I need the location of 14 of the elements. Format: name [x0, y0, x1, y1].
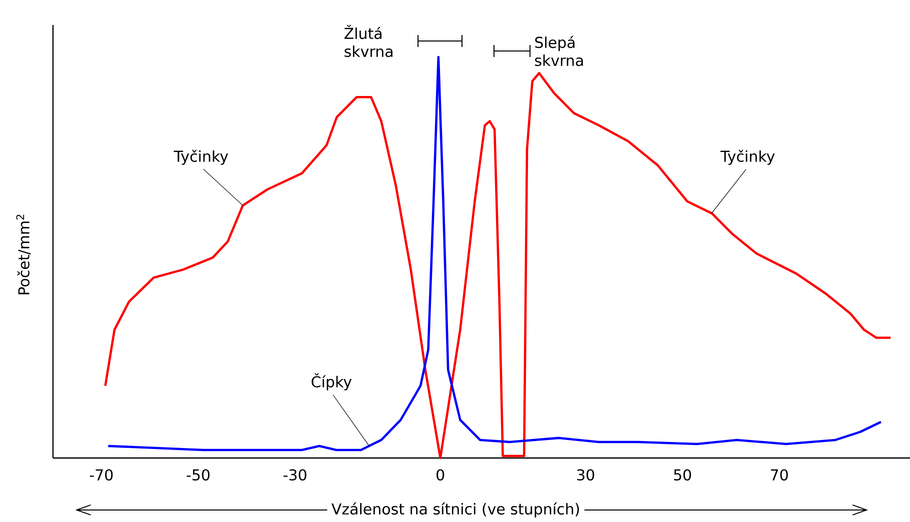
- x-tick-label: 50: [674, 469, 691, 481]
- annotation: Žlutá skvrna: [344, 24, 392, 58]
- x-tick-label: 30: [577, 469, 594, 481]
- x-tick-label: -50: [186, 469, 210, 481]
- x-tick-label: -70: [90, 469, 113, 481]
- annotation: Tyčinky: [720, 150, 775, 165]
- x-axis-title: Vzálenost na sítnici (ve stupních): [332, 502, 579, 518]
- x-tick-label: 70: [770, 469, 788, 481]
- annotation: Tyčinky: [174, 150, 228, 165]
- x-tick-label: 0: [436, 469, 444, 481]
- annotation: Slepá skvrna: [535, 36, 583, 66]
- x-tick-label: -30: [284, 469, 306, 481]
- y-axis-title: Počet/mm$^{2}$: [16, 214, 31, 294]
- annotation: Čípky: [312, 373, 352, 390]
